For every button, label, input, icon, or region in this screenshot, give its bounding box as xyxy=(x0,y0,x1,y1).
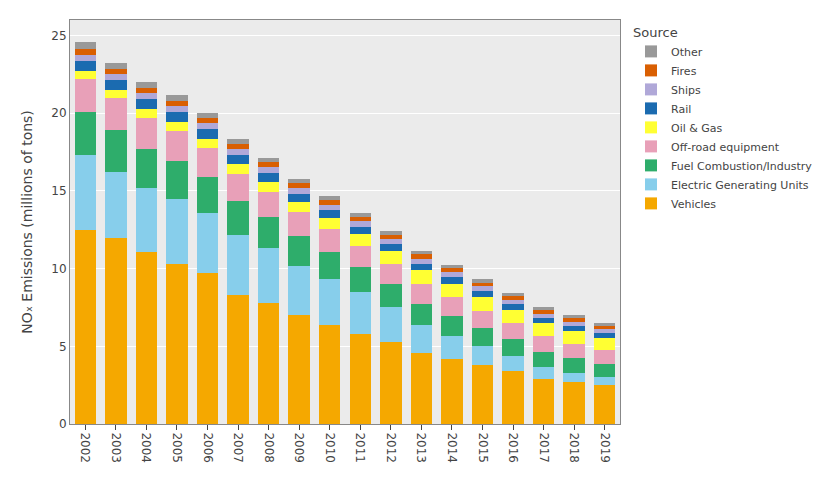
svg-text:2007: 2007 xyxy=(231,432,245,463)
svg-text:2010: 2010 xyxy=(323,432,337,463)
svg-text:Ships: Ships xyxy=(671,84,701,97)
svg-text:20: 20 xyxy=(51,106,66,120)
svg-text:2013: 2013 xyxy=(414,432,428,463)
svg-text:2019: 2019 xyxy=(598,432,612,463)
svg-text:2005: 2005 xyxy=(170,432,184,463)
svg-text:2003: 2003 xyxy=(109,432,123,463)
svg-text:2017: 2017 xyxy=(537,432,551,463)
svg-text:NOₓ Emissions (millions of ton: NOₓ Emissions (millions of tons) xyxy=(19,110,35,334)
svg-text:2006: 2006 xyxy=(201,432,215,463)
svg-text:Off-road equipment: Off-road equipment xyxy=(671,141,780,154)
svg-text:Vehicles: Vehicles xyxy=(671,198,716,211)
svg-text:10: 10 xyxy=(51,262,66,276)
svg-text:Other: Other xyxy=(671,46,703,59)
svg-text:2008: 2008 xyxy=(262,432,276,463)
svg-text:2018: 2018 xyxy=(567,432,581,463)
svg-text:Fuel Combustion/Industry: Fuel Combustion/Industry xyxy=(671,160,812,173)
svg-text:2016: 2016 xyxy=(506,432,520,463)
svg-text:Source: Source xyxy=(633,25,678,40)
svg-text:25: 25 xyxy=(51,29,66,43)
svg-text:Electric Generating Units: Electric Generating Units xyxy=(671,179,809,192)
svg-text:2011: 2011 xyxy=(353,432,367,463)
svg-text:Rail: Rail xyxy=(671,103,691,116)
svg-text:Fires: Fires xyxy=(671,65,697,78)
svg-text:2004: 2004 xyxy=(139,432,153,463)
svg-text:2009: 2009 xyxy=(292,432,306,463)
svg-text:Oil & Gas: Oil & Gas xyxy=(671,122,723,135)
svg-text:2014: 2014 xyxy=(445,432,459,463)
svg-text:2012: 2012 xyxy=(384,432,398,463)
svg-text:5: 5 xyxy=(59,340,67,354)
svg-text:0: 0 xyxy=(59,417,67,431)
svg-text:15: 15 xyxy=(51,184,66,198)
svg-text:2002: 2002 xyxy=(78,432,92,463)
svg-text:2015: 2015 xyxy=(476,432,490,463)
